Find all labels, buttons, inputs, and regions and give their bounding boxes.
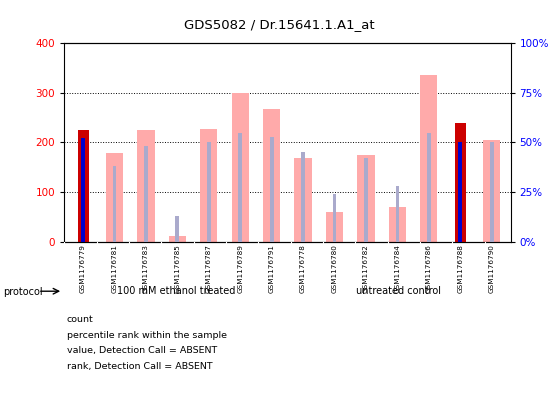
Text: GSM1176784: GSM1176784 — [395, 244, 401, 294]
Text: GSM1176785: GSM1176785 — [174, 244, 180, 294]
Bar — [455, 123, 466, 242]
Bar — [207, 142, 211, 242]
Text: rank, Detection Call = ABSENT: rank, Detection Call = ABSENT — [67, 362, 213, 371]
Bar — [144, 147, 148, 242]
Text: percentile rank within the sample: percentile rank within the sample — [67, 331, 227, 340]
Bar — [200, 129, 218, 242]
Bar — [357, 155, 374, 242]
Bar — [427, 132, 431, 242]
Bar — [169, 236, 186, 242]
Text: GDS5082 / Dr.15641.1.A1_at: GDS5082 / Dr.15641.1.A1_at — [184, 18, 374, 31]
Bar — [396, 186, 400, 242]
Text: GSM1176779: GSM1176779 — [80, 244, 86, 294]
Text: GSM1176781: GSM1176781 — [112, 244, 118, 294]
Text: GSM1176778: GSM1176778 — [300, 244, 306, 294]
Text: GSM1176791: GSM1176791 — [268, 244, 275, 294]
Text: GSM1176782: GSM1176782 — [363, 244, 369, 294]
Text: count: count — [67, 315, 94, 324]
Bar — [81, 138, 85, 242]
Text: GSM1176790: GSM1176790 — [489, 244, 495, 294]
Text: GSM1176786: GSM1176786 — [426, 244, 432, 294]
Text: value, Detection Call = ABSENT: value, Detection Call = ABSENT — [67, 347, 217, 355]
Bar — [326, 212, 343, 242]
Text: GSM1176788: GSM1176788 — [457, 244, 463, 294]
Bar — [238, 132, 242, 242]
Bar — [175, 216, 179, 242]
Bar — [113, 166, 117, 242]
Bar — [137, 130, 155, 242]
Bar — [364, 158, 368, 242]
Text: GSM1176789: GSM1176789 — [237, 244, 243, 294]
Text: GSM1176780: GSM1176780 — [331, 244, 338, 294]
Text: GSM1176783: GSM1176783 — [143, 244, 149, 294]
Text: GSM1176787: GSM1176787 — [206, 244, 212, 294]
Bar — [490, 142, 494, 242]
Bar — [106, 153, 123, 242]
Bar — [263, 109, 280, 242]
Bar — [270, 136, 273, 242]
Text: 100 mM ethanol treated: 100 mM ethanol treated — [117, 286, 235, 296]
Bar — [295, 158, 312, 242]
Bar — [458, 142, 462, 242]
Bar — [420, 75, 437, 242]
Bar — [333, 194, 336, 242]
Text: protocol: protocol — [3, 286, 42, 297]
Bar — [301, 152, 305, 242]
Text: untreated control: untreated control — [357, 286, 441, 296]
Bar — [78, 130, 89, 242]
Bar — [232, 93, 249, 242]
Bar — [389, 207, 406, 242]
Bar — [483, 140, 501, 242]
